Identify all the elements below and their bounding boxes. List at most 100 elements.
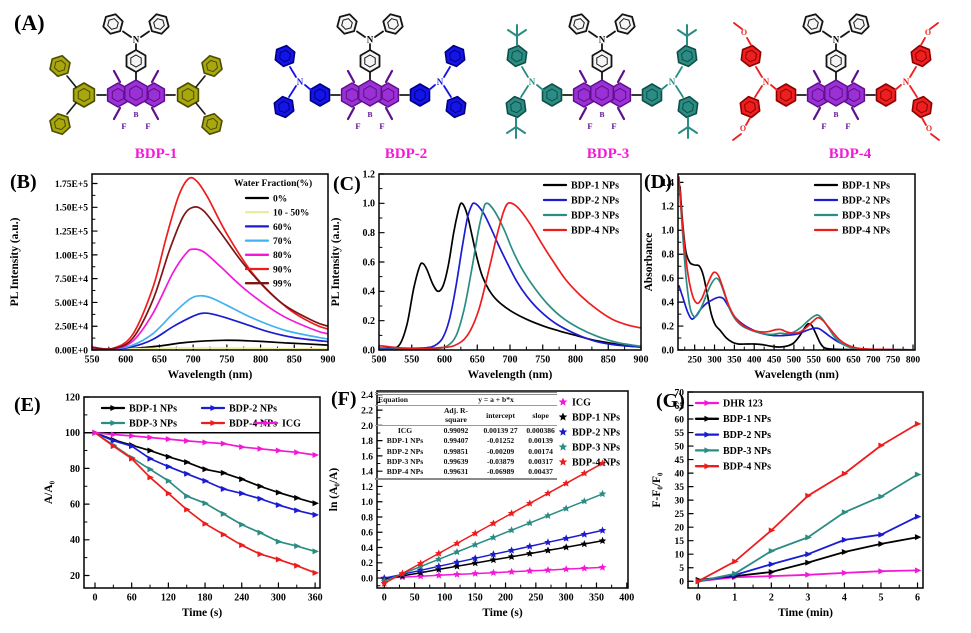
- triangle-right-marker: [110, 419, 117, 427]
- plot-frame: [687, 391, 924, 589]
- molecule-label: BDP-1: [135, 146, 178, 162]
- svg-text:600: 600: [118, 355, 133, 366]
- star-marker: [598, 459, 607, 467]
- svg-text:F: F: [845, 121, 850, 131]
- svg-text:100: 100: [437, 593, 452, 604]
- svg-text:N: N: [763, 77, 770, 87]
- chart-svg-c: 500 550 600 650 700 750 800 850 900 0.0 0.2 0.4 0.6 0…: [331, 170, 649, 381]
- triangle-right-marker: [202, 477, 209, 484]
- star-marker: [507, 526, 516, 534]
- triangle-right-marker: [768, 547, 776, 554]
- star-marker: [489, 555, 498, 564]
- triangle-right-marker: [805, 559, 812, 566]
- molecule-drawing: N N N BF F BDP-2: [273, 13, 467, 162]
- star-marker: [507, 546, 516, 554]
- series-BDP-2 NPs: [379, 202, 641, 350]
- table-cell: [375, 405, 436, 427]
- svg-text:750: 750: [886, 356, 901, 366]
- legend-entry-label: BDP-3 NPs: [723, 446, 771, 457]
- star-marker: [598, 563, 607, 571]
- chart-svg-g: 0 1 2 3 4 5 60510152025303540455055606570Time …: [652, 388, 924, 619]
- triangle-right-marker: [768, 569, 776, 576]
- svg-text:500: 500: [787, 356, 802, 366]
- x-axis-title: Wavelength (nm): [468, 369, 553, 381]
- table-cell: -0.01252: [486, 436, 515, 446]
- svg-text:O: O: [740, 124, 746, 133]
- svg-text:6: 6: [915, 593, 920, 604]
- x-axis-title: Wavelength (nm): [168, 369, 253, 381]
- panel-label-e: (E): [14, 394, 41, 416]
- svg-text:20: 20: [70, 571, 80, 582]
- svg-text:0.00E+0: 0.00E+0: [55, 346, 88, 356]
- table-cell: BDP-1 NPs: [386, 436, 424, 446]
- triangle-right-marker: [220, 469, 228, 476]
- plot-frame: [91, 173, 329, 351]
- table-cell: 0.00139 27: [483, 426, 518, 436]
- table-cell: slope: [524, 405, 557, 427]
- star-marker: [435, 565, 443, 573]
- star-marker: [558, 412, 568, 421]
- series-70%: [92, 294, 328, 350]
- plot-frame: [376, 390, 629, 589]
- star-marker: [435, 555, 443, 563]
- star-marker: [580, 564, 589, 572]
- triangle-right-marker: [732, 558, 739, 565]
- series-group: [379, 201, 641, 350]
- triangle-right-marker: [275, 556, 283, 563]
- triangle-right-marker: [841, 509, 849, 516]
- series-90%: [92, 176, 328, 350]
- legend-title: Water Fraction(%): [234, 178, 312, 189]
- molecule-label: BDP-3: [587, 146, 630, 162]
- triangle-right-marker: [312, 500, 319, 507]
- table-cell: -0.03879: [486, 457, 515, 467]
- table-cell: intercept: [476, 405, 525, 427]
- triangle-right-marker: [841, 536, 849, 543]
- triangle-right-marker: [110, 404, 117, 412]
- molecule-bdp-2: N N N BF F BDP-2: [273, 13, 467, 162]
- legend-entry-label: BDP-4 NPs: [572, 457, 620, 468]
- triangle-right-marker: [147, 447, 154, 454]
- svg-text:B: B: [599, 110, 604, 119]
- legend-entry-label: DHR 123: [723, 398, 763, 409]
- series-group: [695, 420, 922, 585]
- triangle-right-marker: [239, 542, 246, 549]
- triangle-right-marker: [165, 453, 173, 460]
- svg-text:900: 900: [634, 355, 649, 366]
- triangle-right-marker: [220, 531, 228, 538]
- star-marker: [558, 457, 568, 466]
- svg-text:0.2: 0.2: [662, 321, 675, 332]
- star-marker: [598, 489, 607, 498]
- svg-text:1: 1: [732, 593, 737, 604]
- svg-text:B: B: [833, 110, 838, 119]
- triangle-right-marker: [704, 431, 711, 438]
- legend: BDP-1 NPs BDP-2 NPs BDP-3 NPs BDP-4 NPs ICG: [100, 403, 301, 429]
- legend-entry-label: BDP-1 NPs: [571, 180, 619, 191]
- star-marker: [526, 566, 534, 575]
- svg-text:60: 60: [127, 593, 137, 604]
- svg-text:300: 300: [707, 356, 722, 366]
- table-cell: 0.00317: [528, 457, 553, 467]
- triangle-right-marker: [732, 570, 739, 577]
- triangle-right-marker: [768, 527, 776, 534]
- table-cell: 0.99407: [443, 436, 469, 446]
- svg-text:0.0: 0.0: [662, 345, 675, 356]
- triangle-right-marker: [202, 500, 209, 507]
- star-marker: [489, 519, 498, 527]
- triangle-right-marker: [294, 494, 301, 501]
- triangle-right-marker: [914, 471, 922, 478]
- plot-frame: [378, 173, 642, 351]
- triangle-right-marker: [184, 459, 191, 466]
- star-marker: [562, 543, 570, 551]
- triangle-right-marker: [805, 492, 812, 499]
- legend-entry-label: BDP-3 NPs: [571, 210, 619, 221]
- table-cell: Equation: [375, 395, 436, 407]
- legend: ICG BDP-1 NPs BDP-2 NPs BDP-3 NPs BDP-4 NPs: [558, 397, 620, 468]
- svg-text:N: N: [367, 35, 374, 45]
- triangle-right-marker: [263, 419, 270, 427]
- svg-text:300: 300: [271, 593, 286, 604]
- svg-text:1.00E+5: 1.00E+5: [55, 251, 88, 261]
- panel-label-f: (F): [331, 388, 357, 410]
- star-marker: [598, 526, 607, 534]
- triangle-right-marker: [768, 561, 776, 568]
